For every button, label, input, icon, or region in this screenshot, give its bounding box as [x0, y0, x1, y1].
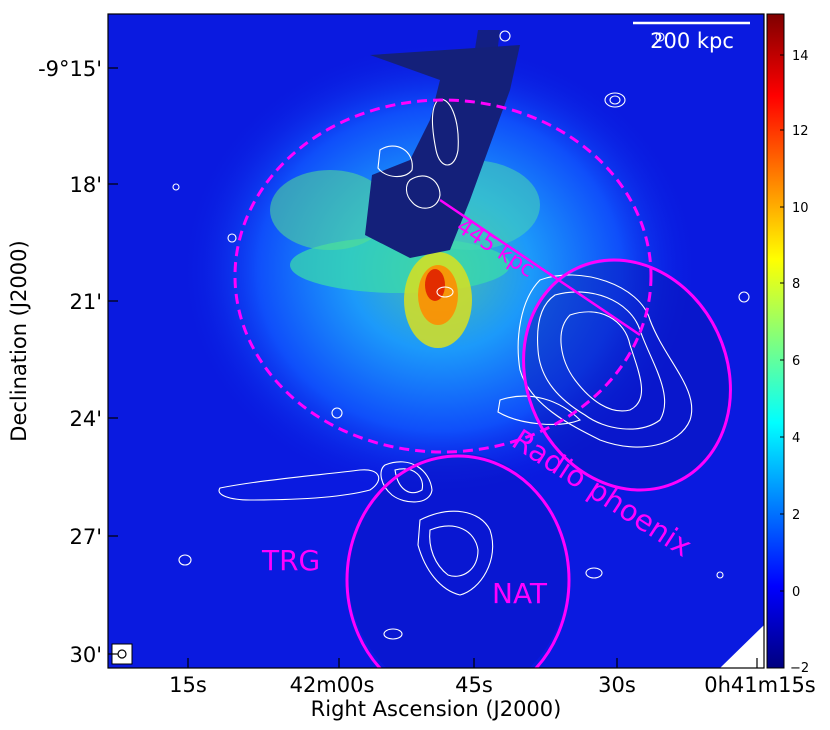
colorbar-ticks	[780, 54, 784, 592]
colorbar-tick-label: 6	[792, 354, 800, 369]
ytick-label: -9°15'	[38, 57, 102, 81]
colorbar-tick-label: 10	[792, 201, 809, 216]
ytick-label: 18'	[70, 173, 103, 197]
x-axis-label: Right Ascension (J2000)	[311, 697, 562, 721]
ytick-label: 27'	[70, 525, 103, 549]
ytick-label: 30'	[70, 643, 103, 667]
xtick-label: 0h41m15s	[704, 673, 816, 697]
axis-ticks	[108, 67, 758, 668]
ytick-label: 21'	[70, 290, 103, 314]
xray-map	[108, 14, 764, 668]
colorbar-tick-label: 4	[792, 431, 800, 446]
xtick-label: 15s	[169, 673, 207, 697]
map-frame	[107, 13, 765, 669]
nat-trg-ellipse	[345, 454, 571, 668]
scalebar-label: 200 kpc	[650, 29, 734, 53]
xtick-label: 42m00s	[290, 673, 375, 697]
trg-label: TRG	[261, 544, 320, 577]
colorbar-tick-label: 0	[792, 585, 800, 600]
y-axis-label: Declination (J2000)	[7, 240, 31, 441]
nat-label: NAT	[492, 577, 548, 610]
colorbar-tick-label: −2	[790, 661, 809, 676]
annotation-shapes	[233, 98, 732, 668]
cluster-circle	[233, 98, 653, 454]
colorbar-tick-label: 8	[792, 277, 800, 292]
colorbar-tick-label: 2	[792, 508, 800, 523]
distance-line	[439, 198, 641, 337]
xtick-label: 45s	[455, 673, 493, 697]
ytick-label: 24'	[70, 407, 103, 431]
colorbar	[766, 13, 785, 669]
colorbar-tick-label: 12	[792, 124, 809, 139]
xtick-label: 30s	[598, 673, 636, 697]
colorbar-tick-label: 14	[792, 49, 809, 64]
phoenix-ellipse	[522, 258, 732, 492]
